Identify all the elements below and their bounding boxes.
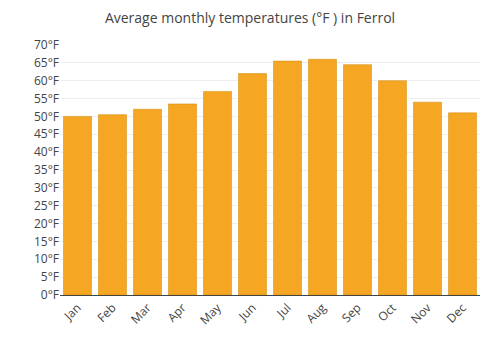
svg-text:Dec: Dec	[443, 299, 470, 326]
svg-text:40°F: 40°F	[34, 143, 59, 160]
svg-text:Jun: Jun	[234, 299, 259, 324]
svg-text:50°F: 50°F	[34, 108, 59, 125]
svg-text:30°F: 30°F	[34, 179, 59, 196]
svg-text:Average monthly temperatures (: Average monthly temperatures (°F ) in Fe…	[105, 8, 395, 27]
svg-text:60°F: 60°F	[34, 72, 59, 89]
svg-text:35°F: 35°F	[34, 161, 59, 178]
svg-text:Feb: Feb	[93, 299, 119, 325]
svg-text:55°F: 55°F	[34, 90, 59, 107]
svg-text:Jul: Jul	[272, 299, 294, 321]
svg-text:Nov: Nov	[407, 299, 435, 327]
svg-text:15°F: 15°F	[34, 233, 59, 250]
svg-text:Mar: Mar	[127, 299, 155, 327]
svg-text:25°F: 25°F	[34, 197, 59, 214]
svg-text:Aug: Aug	[302, 299, 330, 327]
svg-text:70°F: 70°F	[34, 36, 59, 53]
svg-text:Jan: Jan	[60, 299, 85, 324]
svg-text:Apr: Apr	[164, 299, 190, 325]
svg-text:Sep: Sep	[338, 299, 365, 326]
svg-text:May: May	[196, 299, 225, 328]
svg-text:5°F: 5°F	[41, 268, 59, 285]
svg-text:65°F: 65°F	[34, 54, 59, 71]
svg-text:Oct: Oct	[374, 299, 400, 325]
svg-text:0°F: 0°F	[41, 286, 59, 303]
svg-text:10°F: 10°F	[34, 250, 59, 267]
svg-text:45°F: 45°F	[34, 125, 59, 142]
svg-text:20°F: 20°F	[34, 215, 59, 232]
